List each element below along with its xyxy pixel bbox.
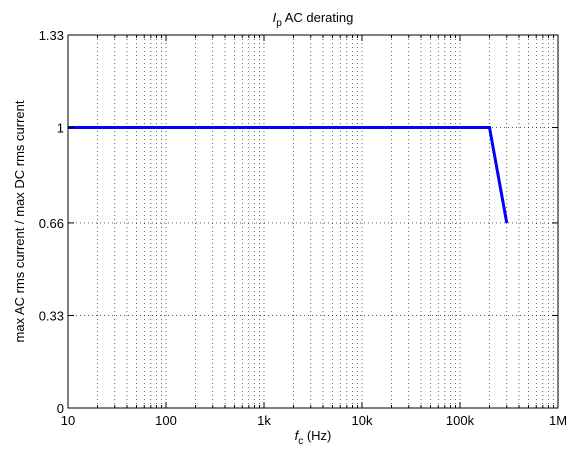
ticks: 10 100 1k 10k 100k 1M 0 0.33 0.66 1 1.33 (39, 28, 567, 428)
series-layer (68, 126, 509, 224)
x-tick-label: 1k (257, 413, 271, 428)
title-symbol: I (273, 10, 277, 25)
xlabel-subscript: c (298, 436, 303, 447)
title-subscript: p (276, 18, 282, 29)
y-tick-label: 1 (57, 121, 64, 136)
grid (68, 35, 558, 408)
xlabel-symbol: f (295, 428, 300, 443)
x-tick-label: 100 (155, 413, 177, 428)
title-rest: AC derating (282, 10, 354, 25)
y-tick-label: 0.66 (39, 216, 64, 231)
xlabel-rest: (Hz) (303, 428, 331, 443)
x-tick-label: 10k (352, 413, 373, 428)
x-tick-label: 1M (549, 413, 567, 428)
chart-title: Ip AC derating (273, 10, 354, 29)
x-tick-label: 100k (446, 413, 475, 428)
x-axis-label: fc (Hz) (295, 428, 332, 447)
y-tick-label: 0.33 (39, 308, 64, 323)
y-tick-label: 0 (57, 401, 64, 416)
series-line (68, 126, 509, 224)
x-tick-label: 10 (61, 413, 75, 428)
plot-frame (67, 34, 559, 409)
y-tick-label: 1.33 (39, 28, 64, 43)
y-axis-label: max AC rms current / max DC rms current (12, 100, 27, 342)
